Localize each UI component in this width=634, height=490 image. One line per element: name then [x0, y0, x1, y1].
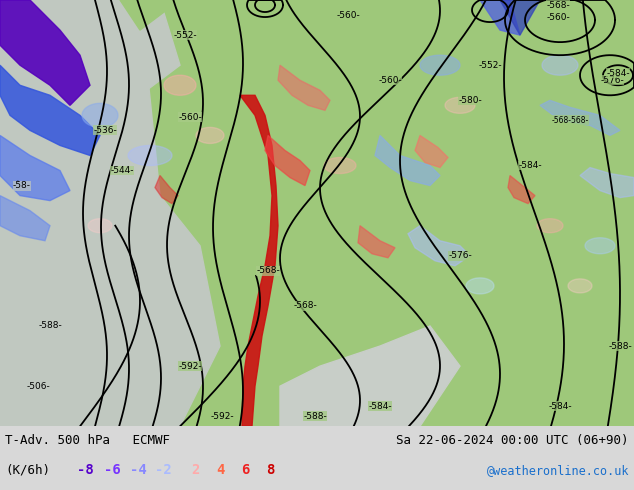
Text: 8: 8 — [266, 463, 274, 477]
Polygon shape — [0, 135, 70, 200]
Polygon shape — [270, 55, 310, 95]
Polygon shape — [164, 75, 196, 95]
Polygon shape — [280, 326, 460, 426]
Polygon shape — [537, 219, 563, 233]
Text: -560-: -560- — [378, 76, 402, 85]
Polygon shape — [585, 238, 615, 254]
Text: -568-: -568- — [293, 301, 317, 311]
Text: -2: -2 — [155, 463, 171, 477]
Polygon shape — [568, 279, 592, 293]
Text: 6: 6 — [241, 463, 249, 477]
Text: -576-: -576- — [448, 251, 472, 260]
Text: -552-: -552- — [478, 61, 502, 70]
Polygon shape — [408, 226, 470, 266]
Polygon shape — [580, 168, 634, 197]
Text: -588-: -588- — [608, 342, 632, 350]
Text: -568-: -568- — [256, 267, 280, 275]
Text: -580-: -580- — [458, 96, 482, 105]
Polygon shape — [415, 135, 448, 168]
Polygon shape — [160, 0, 634, 135]
Text: -560-: -560- — [546, 13, 570, 22]
Text: -506-: -506- — [26, 382, 50, 391]
Text: @weatheronline.co.uk: @weatheronline.co.uk — [486, 464, 629, 477]
Polygon shape — [324, 157, 356, 173]
Polygon shape — [500, 0, 540, 35]
Polygon shape — [466, 278, 494, 294]
Polygon shape — [155, 175, 178, 204]
Text: -5̀8-: -5̀8- — [13, 181, 31, 190]
Text: -8: -8 — [77, 463, 93, 477]
Text: (K/6h): (K/6h) — [5, 464, 50, 477]
Polygon shape — [0, 0, 90, 105]
Polygon shape — [480, 0, 520, 35]
Polygon shape — [420, 55, 460, 75]
Text: -6: -6 — [103, 463, 120, 477]
Polygon shape — [508, 175, 535, 204]
Text: T-Adv. 500 hPa   ECMWF: T-Adv. 500 hPa ECMWF — [5, 434, 170, 447]
Polygon shape — [0, 65, 100, 155]
Polygon shape — [540, 100, 620, 135]
Text: -4: -4 — [129, 463, 146, 477]
Polygon shape — [375, 135, 440, 186]
Text: -568-568-: -568-568- — [552, 116, 588, 125]
Polygon shape — [542, 55, 578, 75]
Polygon shape — [240, 95, 278, 426]
Polygon shape — [128, 146, 172, 166]
Text: -584-: -584- — [368, 402, 392, 411]
Text: -584-: -584- — [606, 69, 630, 78]
Text: Sa 22-06-2024 00:00 UTC (06+90): Sa 22-06-2024 00:00 UTC (06+90) — [396, 434, 629, 447]
Text: -592-: -592- — [178, 362, 202, 370]
Text: -544-: -544- — [110, 166, 134, 175]
Text: -584-: -584- — [548, 402, 572, 411]
Text: -552-: -552- — [173, 30, 197, 40]
Polygon shape — [260, 0, 330, 35]
Text: -588-: -588- — [303, 412, 327, 421]
Text: -584-: -584- — [518, 161, 542, 170]
Text: 4: 4 — [216, 463, 224, 477]
Text: 2: 2 — [191, 463, 199, 477]
Text: -560-: -560- — [178, 113, 202, 122]
Polygon shape — [445, 98, 475, 113]
Text: -536-: -536- — [93, 126, 117, 135]
Polygon shape — [82, 103, 118, 127]
Text: -588-: -588- — [38, 321, 62, 330]
Polygon shape — [88, 219, 112, 233]
Text: -592-: -592- — [210, 412, 234, 421]
Polygon shape — [0, 0, 634, 426]
Text: -568-: -568- — [546, 0, 570, 9]
Polygon shape — [278, 65, 330, 110]
Polygon shape — [120, 0, 180, 30]
Polygon shape — [0, 196, 50, 241]
Polygon shape — [0, 166, 220, 426]
Polygon shape — [0, 0, 160, 196]
Polygon shape — [0, 0, 180, 115]
Polygon shape — [196, 127, 224, 144]
Text: -560-: -560- — [336, 11, 360, 20]
Polygon shape — [265, 135, 310, 186]
Text: -576-: -576- — [600, 76, 624, 85]
Polygon shape — [358, 226, 395, 258]
